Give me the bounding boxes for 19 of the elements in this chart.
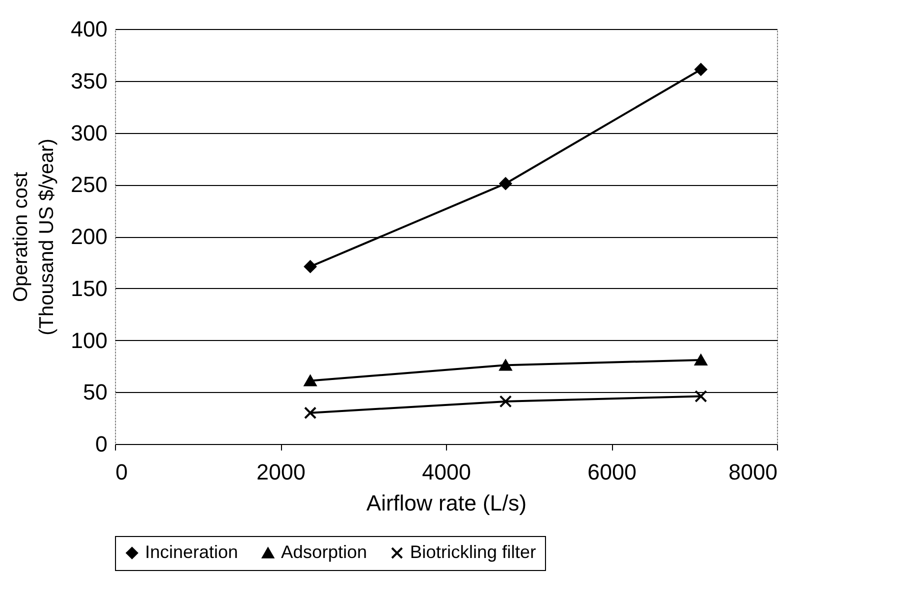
legend-label: Biotrickling filter bbox=[410, 542, 536, 562]
x-tick-label: 0 bbox=[116, 460, 128, 484]
legend-label: Adsorption bbox=[281, 542, 368, 562]
x-tick-label: 4000 bbox=[422, 460, 471, 484]
y-tick-label: 150 bbox=[70, 276, 108, 301]
y-tick-label: 250 bbox=[70, 172, 108, 198]
x-tick-label: 2000 bbox=[256, 460, 306, 484]
y-tick-label: 300 bbox=[70, 120, 108, 146]
x-tick-label: 8000 bbox=[728, 460, 778, 484]
y-tick-label: 350 bbox=[70, 68, 108, 94]
y-tick-label: 400 bbox=[70, 16, 108, 42]
x-axis-title: Airflow rate (L/s) bbox=[366, 490, 527, 516]
y-tick-label: 100 bbox=[70, 328, 108, 353]
x-tick-label: 6000 bbox=[588, 460, 636, 484]
y-tick-label: 50 bbox=[83, 380, 108, 405]
y-axis-title: Operation cost (Thousand US $/year) bbox=[10, 138, 58, 336]
y-tick-label: 200 bbox=[70, 224, 108, 249]
y-tick-label: 0 bbox=[95, 432, 108, 456]
legend-label: Incineration bbox=[145, 542, 238, 562]
